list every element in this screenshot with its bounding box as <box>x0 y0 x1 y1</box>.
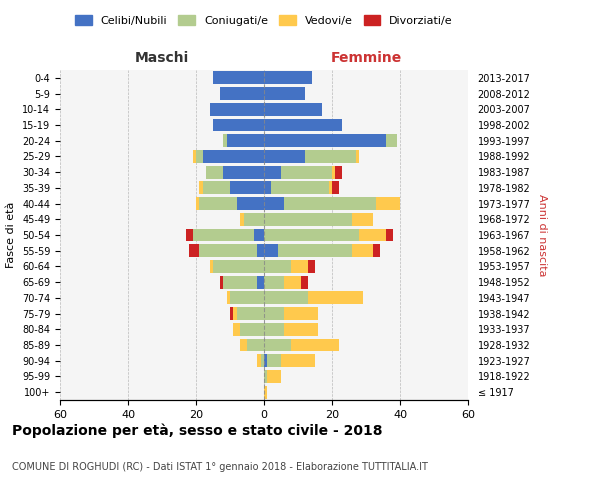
Bar <box>257 354 260 367</box>
Bar <box>352 213 373 226</box>
Bar <box>227 292 230 304</box>
Bar <box>264 213 352 226</box>
Bar <box>359 228 386 241</box>
Bar <box>284 197 376 210</box>
Bar <box>268 354 281 367</box>
Bar <box>237 197 264 210</box>
Bar <box>209 103 264 116</box>
Bar <box>233 323 240 336</box>
Bar <box>308 260 315 273</box>
Bar <box>264 370 268 383</box>
Bar <box>264 197 284 210</box>
Bar <box>196 197 199 210</box>
Bar <box>264 244 278 257</box>
Bar <box>227 134 264 147</box>
Y-axis label: Anni di nascita: Anni di nascita <box>537 194 547 276</box>
Bar <box>264 166 281 178</box>
Bar <box>284 276 301 288</box>
Bar <box>264 292 308 304</box>
Bar <box>240 213 244 226</box>
Bar <box>264 386 268 398</box>
Bar <box>230 307 233 320</box>
Bar <box>264 182 271 194</box>
Text: Maschi: Maschi <box>135 52 189 66</box>
Bar <box>284 323 319 336</box>
Bar <box>193 228 254 241</box>
Bar <box>305 150 356 163</box>
Bar <box>199 182 203 194</box>
Bar <box>189 244 199 257</box>
Bar <box>291 260 308 273</box>
Bar <box>223 276 257 288</box>
Legend: Celibi/Nubili, Coniugati/e, Vedovi/e, Divorziati/e: Celibi/Nubili, Coniugati/e, Vedovi/e, Di… <box>71 10 457 30</box>
Bar <box>332 166 335 178</box>
Bar <box>199 244 257 257</box>
Bar <box>257 276 264 288</box>
Bar <box>203 150 264 163</box>
Bar <box>206 166 223 178</box>
Bar <box>329 182 332 194</box>
Bar <box>264 354 268 367</box>
Bar <box>332 182 339 194</box>
Bar <box>240 338 247 351</box>
Bar <box>301 276 308 288</box>
Bar <box>240 323 264 336</box>
Bar <box>257 244 264 257</box>
Text: Popolazione per età, sesso e stato civile - 2018: Popolazione per età, sesso e stato civil… <box>12 424 383 438</box>
Bar <box>220 87 264 100</box>
Bar <box>335 166 342 178</box>
Bar <box>264 150 305 163</box>
Bar <box>209 260 213 273</box>
Bar <box>199 197 237 210</box>
Bar <box>223 134 227 147</box>
Bar <box>264 276 284 288</box>
Bar <box>193 150 196 163</box>
Bar <box>278 244 352 257</box>
Bar <box>233 307 237 320</box>
Bar <box>213 260 264 273</box>
Bar <box>264 228 359 241</box>
Bar <box>254 228 264 241</box>
Bar <box>260 354 264 367</box>
Bar <box>281 354 315 367</box>
Bar <box>308 292 362 304</box>
Bar <box>230 292 264 304</box>
Bar <box>244 213 264 226</box>
Bar <box>264 134 386 147</box>
Bar <box>281 166 332 178</box>
Bar <box>386 228 393 241</box>
Bar <box>264 260 291 273</box>
Bar <box>356 150 359 163</box>
Y-axis label: Fasce di età: Fasce di età <box>7 202 16 268</box>
Bar <box>213 118 264 132</box>
Bar <box>203 182 230 194</box>
Bar <box>352 244 373 257</box>
Bar <box>291 338 339 351</box>
Bar <box>230 182 264 194</box>
Bar <box>220 276 223 288</box>
Bar <box>373 244 380 257</box>
Bar <box>213 72 264 85</box>
Bar <box>264 72 311 85</box>
Bar <box>264 87 305 100</box>
Bar <box>264 323 284 336</box>
Text: Femmine: Femmine <box>331 52 401 66</box>
Bar <box>237 307 264 320</box>
Bar <box>264 307 284 320</box>
Bar <box>186 228 193 241</box>
Bar <box>264 338 291 351</box>
Bar <box>376 197 400 210</box>
Bar <box>264 103 322 116</box>
Bar <box>284 307 319 320</box>
Bar <box>247 338 264 351</box>
Text: COMUNE DI ROGHUDI (RC) - Dati ISTAT 1° gennaio 2018 - Elaborazione TUTTITALIA.IT: COMUNE DI ROGHUDI (RC) - Dati ISTAT 1° g… <box>12 462 428 472</box>
Bar <box>223 166 264 178</box>
Bar <box>268 370 281 383</box>
Bar <box>196 150 203 163</box>
Bar <box>271 182 329 194</box>
Bar <box>386 134 397 147</box>
Bar <box>264 118 342 132</box>
